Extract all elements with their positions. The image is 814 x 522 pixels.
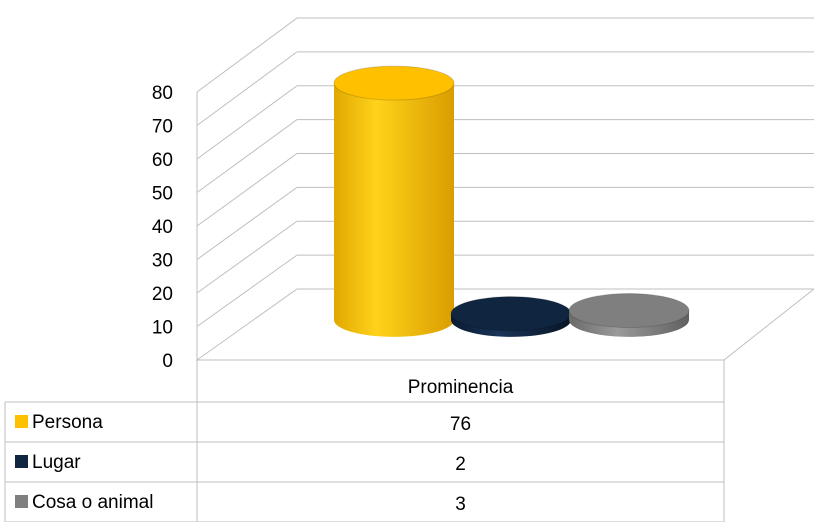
legend-key <box>15 455 28 468</box>
y-axis-ticks: 0 10 20 30 40 50 60 70 80 <box>152 83 173 372</box>
chart-floor <box>195 288 814 361</box>
gridline <box>196 51 814 126</box>
y-tick-label: 10 <box>152 318 173 339</box>
chart-walls <box>195 17 814 361</box>
gridline <box>196 119 814 193</box>
gridline <box>196 85 814 160</box>
legend-label: Cosa o animal <box>32 492 153 513</box>
bar-lugar <box>450 296 572 337</box>
bars <box>333 65 690 337</box>
y-tick-label: 40 <box>152 217 173 238</box>
data-table: Prominencia Persona 76 Lugar 2 Cosa o animal 3 <box>4 360 725 522</box>
bar-top <box>333 65 455 101</box>
legend-key <box>15 495 28 508</box>
y-tick-label: 50 <box>152 184 173 205</box>
gridline <box>196 17 814 93</box>
bar-top <box>568 293 690 329</box>
y-tick-label: 30 <box>152 251 173 272</box>
gridline <box>196 220 814 294</box>
y-tick-label: 70 <box>152 117 173 138</box>
legend-key <box>15 415 28 428</box>
bar-top <box>450 296 572 332</box>
gridline <box>196 186 814 260</box>
legend-label: Lugar <box>32 452 81 473</box>
y-tick-label: 80 <box>152 83 173 104</box>
bar-persona <box>333 65 455 337</box>
y-tick-label: 0 <box>162 351 173 372</box>
table-value: 3 <box>455 494 466 515</box>
bar-cosa-o-animal <box>568 293 690 337</box>
gridline <box>196 254 814 327</box>
category-label: Prominencia <box>408 377 514 398</box>
y-tick-label: 60 <box>152 150 173 171</box>
table-value: 76 <box>450 414 471 435</box>
gridline <box>196 153 814 227</box>
bar-body <box>334 83 455 337</box>
y-tick-label: 20 <box>152 284 173 305</box>
legend-label: Persona <box>32 412 103 433</box>
table-value: 2 <box>455 454 466 475</box>
